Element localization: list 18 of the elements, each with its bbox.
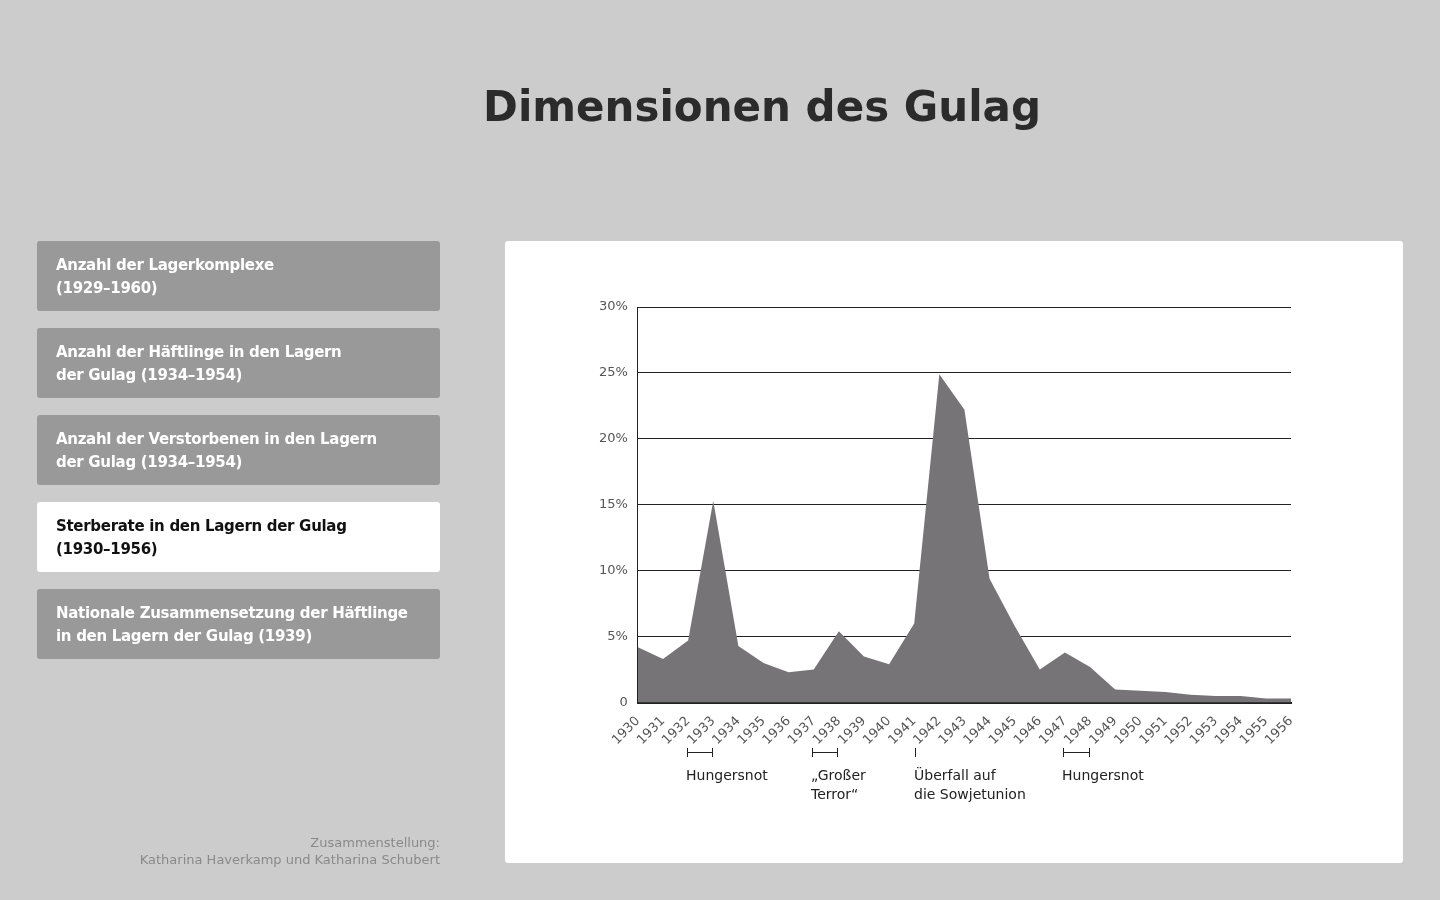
category-label: Anzahl der Lagerkomplexe (1929–1960) [37, 241, 440, 311]
y-tick-label: 25% [598, 364, 628, 380]
y-tick-label: 30% [598, 298, 628, 314]
category-label: Anzahl der Häftlinge in den Lagern der Gulag (1934–1954) [37, 328, 440, 398]
text: Hungersnot [1062, 766, 1144, 785]
text: Überfall auf die Sowjetunion [914, 766, 1026, 804]
y-tick-label: 20% [598, 430, 628, 446]
category-label: Nationale Zusammensetzung der Häftlinge in den Lagern der Gulag (1939) [37, 589, 440, 659]
category-label: Anzahl der Verstorbenen in den Lagern der Gulag (1934–1954) [37, 415, 440, 485]
text: „Großer Terror“ [811, 766, 866, 804]
y-tick-label: 15% [598, 496, 628, 512]
y-tick-label: 10% [598, 562, 628, 578]
y-tick-label: 0 [619, 693, 628, 709]
chart-title: Dimensionen des Gulag [482, 82, 1042, 131]
text: Hungersnot [686, 766, 768, 785]
y-tick-label: 5% [607, 628, 628, 644]
category-label: Sterberate in den Lagern der Gulag (1930–1956) [37, 502, 440, 572]
text: Zusammenstellung: Katharina Haverkamp und Katharina Schubert [138, 834, 440, 868]
